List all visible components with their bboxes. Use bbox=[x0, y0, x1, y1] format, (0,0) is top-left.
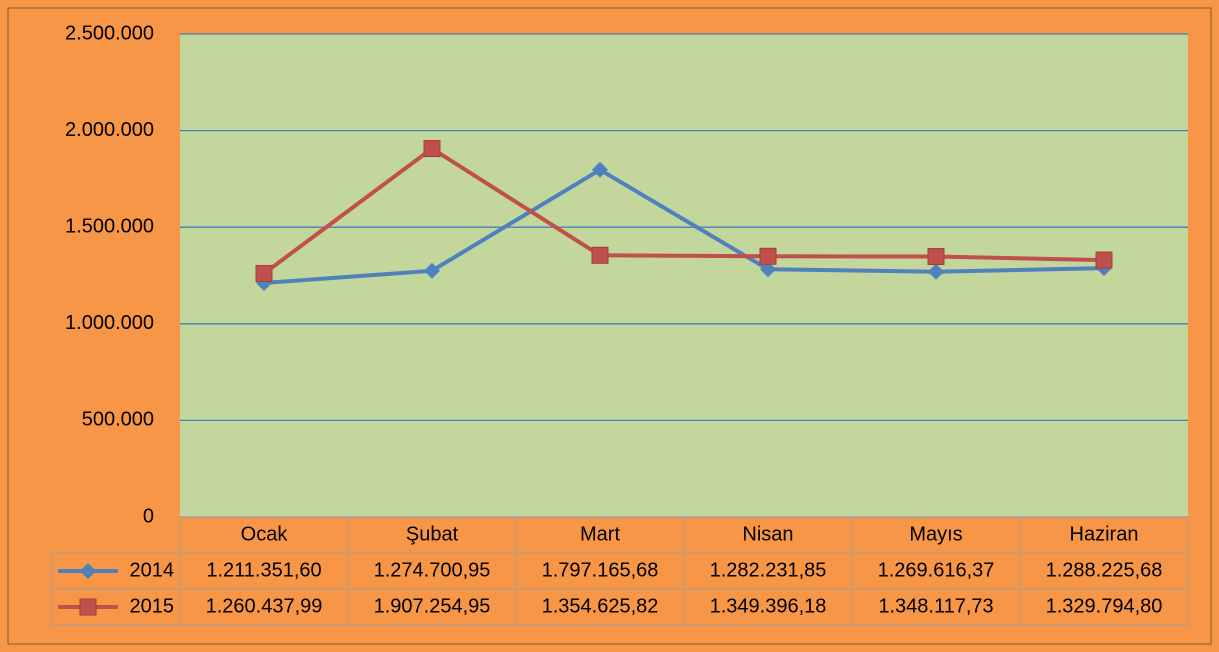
table-value: 1.282.231,85 bbox=[710, 559, 827, 581]
x-tick-label: Mart bbox=[580, 523, 620, 545]
table-value: 1.348.117,73 bbox=[878, 595, 993, 617]
y-tick-label: 500.000 bbox=[82, 409, 154, 431]
x-tick-label: Ocak bbox=[241, 523, 289, 545]
table-value: 1.329.794,80 bbox=[1046, 595, 1163, 617]
data-point bbox=[424, 262, 440, 279]
table-value: 1.288.225,68 bbox=[1046, 559, 1163, 581]
table-value: 1.211.351,60 bbox=[206, 559, 321, 581]
legend-key-marker bbox=[80, 563, 96, 579]
data-point bbox=[759, 247, 777, 265]
table-value: 1.349.396,18 bbox=[710, 595, 827, 617]
table-value: 1.269.616,37 bbox=[878, 559, 995, 581]
data-point bbox=[591, 246, 609, 264]
data-point bbox=[255, 264, 273, 282]
data-point bbox=[760, 261, 776, 278]
chart-border bbox=[7, 7, 1212, 645]
data-point bbox=[1095, 251, 1113, 269]
y-tick-label: 2.500.000 bbox=[65, 22, 154, 44]
legend-label: 2014 bbox=[130, 559, 175, 581]
y-tick-label: 1.000.000 bbox=[65, 312, 154, 334]
legend-key-marker bbox=[79, 598, 97, 616]
x-tick-label: Nisan bbox=[742, 523, 793, 545]
plot-area bbox=[180, 34, 1188, 517]
x-tick-label: Haziran bbox=[1070, 523, 1139, 545]
table-value: 1.907.254,95 bbox=[374, 595, 491, 617]
data-point bbox=[423, 140, 441, 158]
data-point bbox=[592, 161, 608, 178]
table-value: 1.274.700,95 bbox=[374, 559, 491, 581]
table-value: 1.797.165,68 bbox=[542, 559, 659, 581]
series-line bbox=[262, 146, 1105, 276]
y-tick-label: 0 bbox=[143, 505, 154, 527]
data-point bbox=[928, 263, 944, 280]
series-line bbox=[263, 167, 1105, 285]
table-value: 1.260.437,99 bbox=[206, 595, 323, 617]
x-tick-label: Mayıs bbox=[909, 523, 962, 545]
data-point bbox=[927, 248, 945, 266]
x-tick-label: Şubat bbox=[406, 523, 459, 545]
table-value: 1.354.625,82 bbox=[542, 595, 659, 617]
y-tick-label: 1.500.000 bbox=[65, 215, 154, 237]
legend-label: 2015 bbox=[130, 595, 175, 617]
y-tick-label: 2.000.000 bbox=[65, 119, 154, 141]
